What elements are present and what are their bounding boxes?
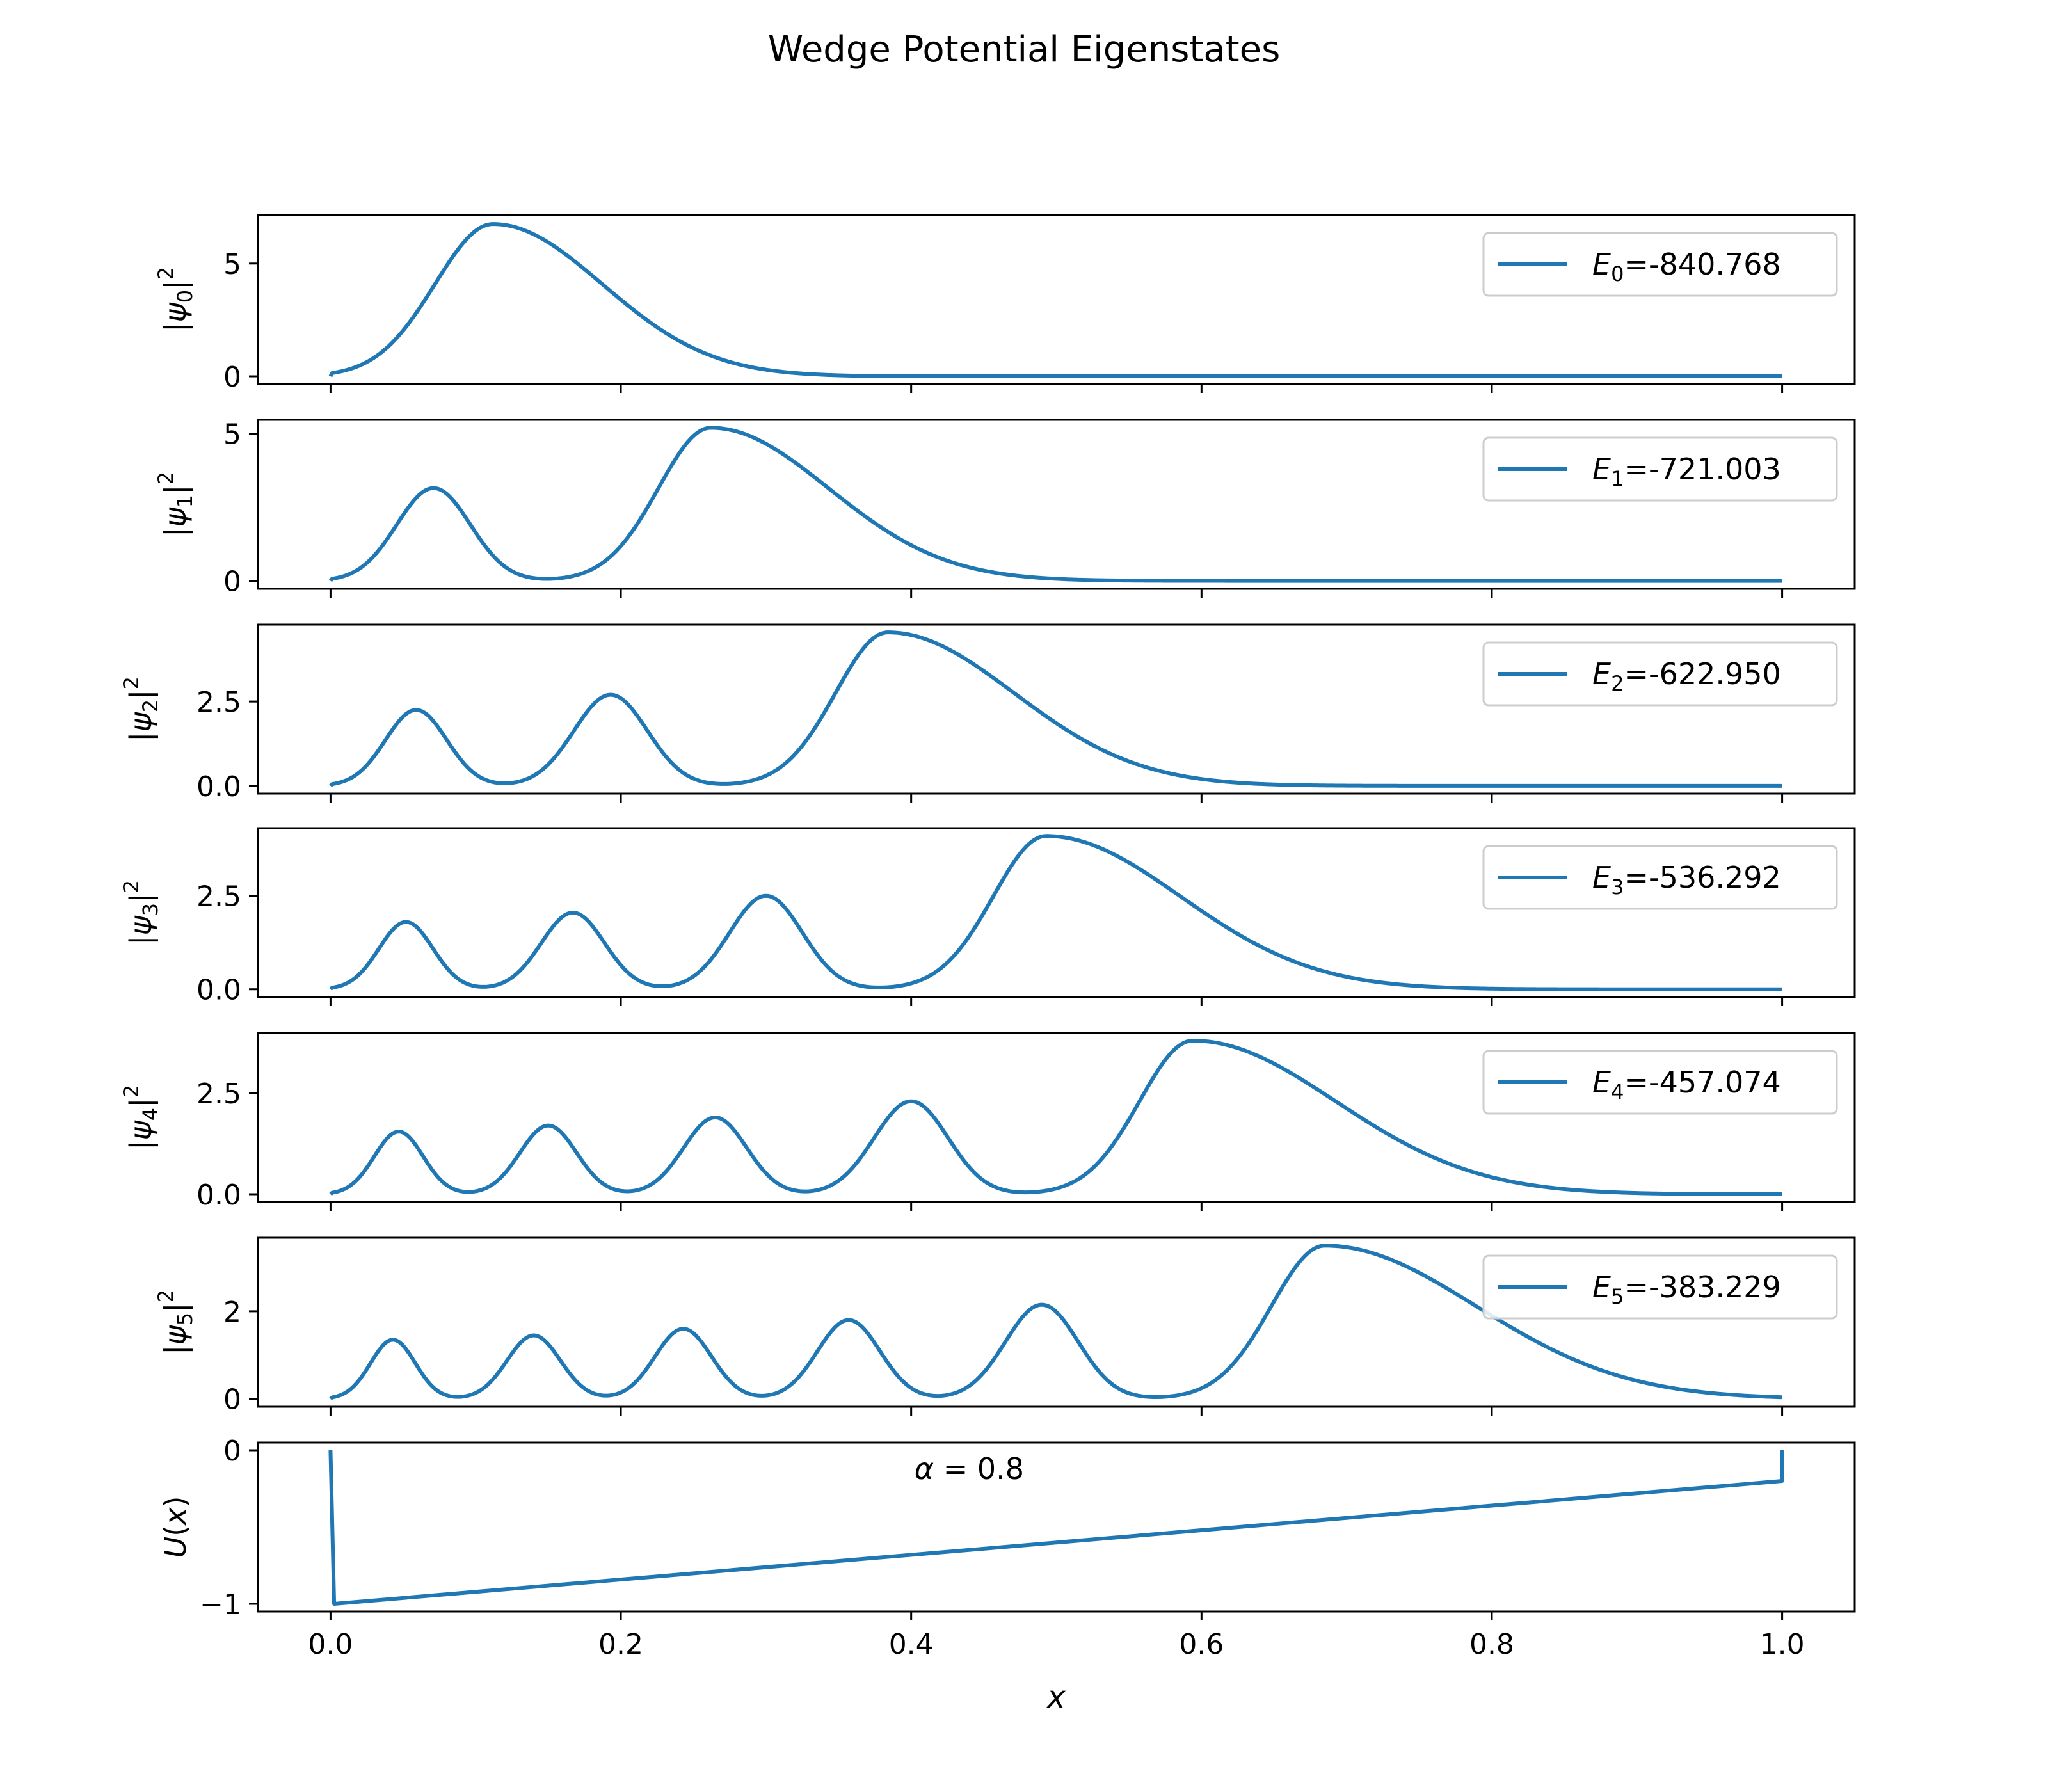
y-tick-label-2-0: 0.0	[196, 771, 241, 803]
y-tick-label-6-0: 0	[223, 1435, 241, 1468]
y-tick-label-6-1: −1	[200, 1588, 241, 1621]
axes-frame-3	[257, 827, 1856, 998]
x-tick-label-5: 1.0	[1760, 1628, 1805, 1661]
y-axis-label-5: |ψ5|2	[154, 1290, 197, 1355]
y-tick-label-5-0: 0	[223, 1384, 241, 1416]
y-axis-label-6: U(x)	[158, 1496, 193, 1558]
x-tick-label-0: 0.0	[308, 1628, 353, 1661]
y-tick-label-1-0: 0	[223, 566, 241, 598]
axes-frame-4	[257, 1032, 1856, 1203]
axes-frame-6	[257, 1441, 1856, 1613]
y-tick-label-0-0: 0	[223, 361, 241, 394]
legend-label-4: E4=-457.074	[1592, 1065, 1781, 1104]
legend-box-4	[1482, 1050, 1838, 1115]
legend-2: E2=-622.950	[1482, 641, 1838, 707]
y-tick-label-2-1: 2.5	[196, 686, 241, 719]
legend-label-3: E3=-536.292	[1592, 860, 1781, 899]
y-tick-label-4-0: 0.0	[196, 1179, 241, 1212]
legend-label-0: E0=-840.768	[1592, 247, 1781, 286]
legend-1: E1=-721.003	[1482, 436, 1838, 502]
y-tick-label-3-0: 0.0	[196, 974, 241, 1007]
legend-label-1: E1=-721.003	[1592, 452, 1781, 491]
legend-box-2	[1482, 641, 1838, 707]
subplot-0: 0 5 |ψ0|2 E0=-840.768	[154, 214, 1856, 394]
subplot-1: 0 5 |ψ1|2 E1=-721.003	[154, 419, 1856, 598]
y-tick-label-4-1: 2.5	[196, 1078, 241, 1110]
x-tick-label-1: 0.2	[598, 1628, 643, 1661]
y-tick-label-1-1: 5	[223, 419, 241, 451]
axes-frame-1	[257, 419, 1856, 590]
y-axis-label-3: |ψ3|2	[119, 880, 163, 945]
series-line-6	[328, 1450, 1784, 1606]
legend-box-3	[1482, 845, 1838, 910]
legend-box-1	[1482, 436, 1838, 502]
series-line-2	[329, 630, 1783, 788]
legend-5: E5=-383.229	[1482, 1254, 1838, 1320]
series-line-5	[329, 1244, 1783, 1400]
legend-4: E4=-457.074	[1482, 1050, 1838, 1115]
series-line-3	[329, 834, 1783, 991]
y-axis-label-4: |ψ4|2	[119, 1085, 163, 1150]
series-line-0	[328, 222, 1783, 379]
subplot-4: 0.0 2.5 |ψ4|2 E4=-457.074	[119, 1032, 1856, 1212]
y-tick-label-5-1: 2	[223, 1296, 241, 1329]
subplot-5: 0 2 |ψ5|2 E5=-383.229	[154, 1236, 1856, 1416]
y-axis-label-1: |ψ1|2	[154, 472, 197, 537]
subplot-2: 0.0 2.5 |ψ2|2 E2=-622.950	[119, 623, 1856, 803]
y-axis-label-0: |ψ0|2	[154, 267, 197, 332]
x-axis-label: x	[1046, 1679, 1066, 1715]
legend-3: E3=-536.292	[1482, 845, 1838, 910]
legend-0: E0=-840.768	[1482, 232, 1838, 297]
x-tick-label-4: 0.8	[1469, 1628, 1514, 1661]
alpha-annotation: α = 0.8	[915, 1452, 1024, 1486]
axes-frame-2	[257, 623, 1856, 795]
y-tick-label-3-1: 2.5	[196, 881, 241, 913]
y-tick-label-0-1: 5	[223, 248, 241, 281]
subplot-6: 0 −1 0.0 0.2 0.4 0.6 0.8 1.0 U(x) α = 0.8 x	[158, 1435, 1856, 1715]
axes-frame-0	[257, 214, 1856, 385]
subplot-3: 0.0 2.5 |ψ3|2 E3=-536.292	[119, 827, 1856, 1007]
y-axis-label-2: |ψ2|2	[119, 676, 163, 742]
subplot-stack: 0 5 |ψ0|2 E0=-840.768 0 5 |ψ1|2 E1=-721.003 0.0 2…	[119, 214, 1856, 1715]
legend-label-5: E5=-383.229	[1592, 1270, 1781, 1309]
series-line-1	[329, 426, 1783, 583]
legend-box-0	[1482, 232, 1838, 297]
x-tick-label-3: 0.6	[1179, 1628, 1224, 1661]
series-line-4	[329, 1039, 1783, 1196]
axes-frame-5	[257, 1236, 1856, 1408]
legend-label-2: E2=-622.950	[1592, 657, 1781, 696]
figure-title: Wedge Potential Eigenstates	[768, 29, 1281, 70]
legend-box-5	[1482, 1254, 1838, 1320]
x-tick-label-2: 0.4	[889, 1628, 934, 1661]
